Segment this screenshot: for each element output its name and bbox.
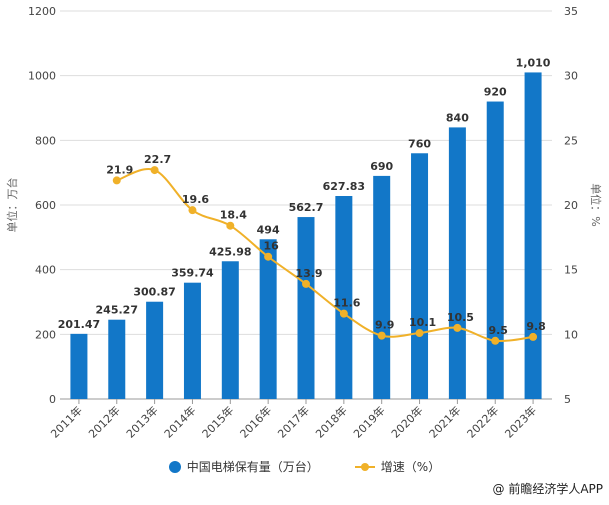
legend: 中国电梯保有量（万台） 增速（%） <box>0 458 609 475</box>
x-tick-label: 2011年 <box>48 403 85 440</box>
line-data-label: 16 <box>263 240 279 253</box>
line-data-label: 10.5 <box>447 311 474 324</box>
x-tick-label: 2015年 <box>199 403 236 440</box>
x-tick-label: 2014年 <box>161 403 198 440</box>
y-tick-label: 0 <box>49 393 56 406</box>
bar <box>183 282 201 399</box>
line-point <box>453 323 462 332</box>
bar-data-label: 245.27 <box>96 304 138 317</box>
line-point <box>415 329 424 338</box>
line-data-label: 13.9 <box>295 267 322 280</box>
line-point <box>339 309 348 318</box>
legend-item-bar[interactable]: 中国电梯保有量（万台） <box>168 458 319 475</box>
y2-tick-label: 25 <box>564 134 578 147</box>
y2-tick-label: 5 <box>564 393 571 406</box>
bar-data-label: 840 <box>446 111 469 124</box>
y-tick-label: 1000 <box>28 70 56 83</box>
y2-axis-title: 单位：% <box>589 183 603 226</box>
y-tick-label: 1200 <box>28 5 56 18</box>
legend-label-bar: 中国电梯保有量（万台） <box>186 460 319 474</box>
line-data-label: 9.8 <box>526 320 546 333</box>
y-tick-label: 200 <box>35 328 56 341</box>
x-tick-label: 2021年 <box>426 403 463 440</box>
y2-tick-label: 30 <box>564 70 578 83</box>
line-data-label: 10.1 <box>409 316 436 329</box>
y2-tick-label: 35 <box>564 5 578 18</box>
x-tick-label: 2020年 <box>388 403 425 440</box>
bar <box>524 72 542 399</box>
bar-data-label: 359.74 <box>171 267 214 280</box>
line-data-label: 22.7 <box>144 153 171 166</box>
bar <box>373 175 391 399</box>
y2-tick-label: 15 <box>564 264 578 277</box>
legend-item-line[interactable]: 增速（%） <box>354 458 441 475</box>
bar-data-label: 920 <box>484 86 507 99</box>
line-point <box>188 206 197 215</box>
bar-data-label: 760 <box>408 137 431 150</box>
circle-marker-icon <box>168 460 181 473</box>
y-tick-label: 800 <box>35 134 56 147</box>
chart: 0 200 400 600 800 1000 1200 5 10 15 20 25 30 35 单位：万台 单… <box>5 5 603 441</box>
line-data-label: 18.4 <box>220 209 247 222</box>
line-point <box>226 221 235 230</box>
bar-data-label: 300.87 <box>133 286 175 299</box>
bar <box>146 301 164 399</box>
y-tick-label: 600 <box>35 199 56 212</box>
x-tick-label: 2012年 <box>85 403 122 440</box>
source-credit: @ 前瞻经济学人APP <box>492 482 604 496</box>
bar <box>259 239 277 399</box>
line-point <box>150 166 159 175</box>
x-tick-label: 2017年 <box>275 403 312 440</box>
bar <box>221 261 239 399</box>
line-data-label: 19.6 <box>182 193 209 206</box>
bar-data-label: 562.7 <box>289 201 324 214</box>
bar-data-label: 690 <box>370 160 393 173</box>
line-point <box>112 176 121 185</box>
x-tick-label: 2018年 <box>312 403 349 440</box>
x-tick-label: 2013年 <box>123 403 160 440</box>
y2-tick-label: 20 <box>564 199 578 212</box>
bar <box>411 153 429 399</box>
bar-data-label: 1,010 <box>516 56 551 69</box>
bar <box>335 196 353 399</box>
y-axis-title: 单位：万台 <box>5 178 19 233</box>
x-tick-label: 2019年 <box>350 403 387 440</box>
y-tick-label: 400 <box>35 264 56 277</box>
legend-label-line: 增速（%） <box>380 460 441 474</box>
x-tick-label: 2023年 <box>502 403 539 440</box>
bar <box>486 101 504 400</box>
x-tick-label: 2022年 <box>464 403 501 440</box>
line-data-label: 21.9 <box>106 163 133 176</box>
x-tick-label: 2016年 <box>237 403 274 440</box>
line-data-label: 9.5 <box>488 324 508 337</box>
y2-tick-label: 10 <box>564 328 578 341</box>
line-point <box>302 279 310 288</box>
bar-data-label: 425.98 <box>209 245 251 258</box>
bar <box>297 217 315 399</box>
bar-data-label: 201.47 <box>58 318 100 331</box>
line-point <box>264 252 273 261</box>
line-point <box>529 332 538 341</box>
bar <box>108 319 126 399</box>
bar-data-label: 494 <box>257 223 280 236</box>
line-data-label: 9.9 <box>375 319 395 332</box>
bar <box>448 127 466 400</box>
line-point <box>377 331 386 340</box>
line-data-label: 11.6 <box>333 297 360 310</box>
line-point <box>491 336 500 345</box>
bar <box>70 333 88 399</box>
bar-data-label: 627.83 <box>323 180 365 193</box>
line-marker-icon <box>354 461 375 473</box>
